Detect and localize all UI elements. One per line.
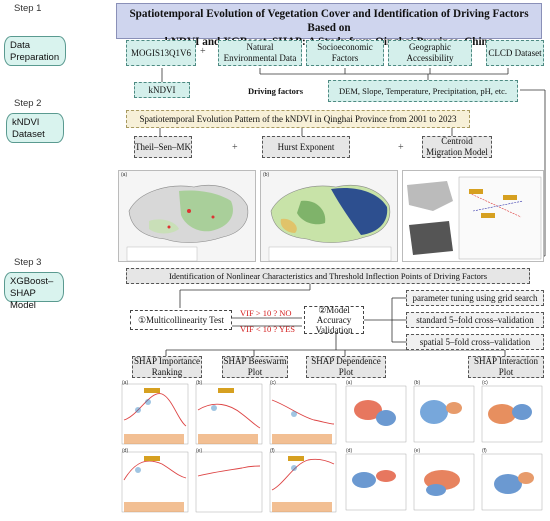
step3-banner-text: Identification of Nonlinear Characterist…: [168, 270, 488, 281]
dependence-plots-graphic: [121, 383, 337, 513]
natural-label: Natural Environmental Data: [223, 42, 297, 63]
step-1-label: Step 1: [14, 3, 42, 14]
centroid-panel: [402, 170, 544, 262]
plus-sign: +: [200, 46, 206, 57]
panel-letter: (d): [346, 448, 353, 454]
step-2-box: kNDVI Dataset: [6, 113, 64, 143]
shap-dependence-label: SHAP Dependence Plot: [311, 356, 381, 377]
shap-importance-box: SHAP Importance Ranking: [132, 356, 202, 378]
panel-letter: (f): [482, 448, 487, 454]
shap-interaction-box: SHAP Interaction Plot: [468, 356, 544, 378]
panel-letter: (b): [196, 380, 203, 386]
interaction-plots-graphic: [345, 385, 543, 511]
multicollinearity-box: ①Multicollinearity Test: [130, 310, 232, 330]
centroid-graphic: [407, 176, 542, 260]
panel-letter: (d): [122, 448, 129, 454]
trend-map-panel: (a): [118, 170, 256, 262]
socioeconomic-box: Socioeconomic Factors: [306, 40, 384, 66]
trend-map-graphic: [126, 184, 249, 262]
driving-factors-label: Driving factors: [248, 86, 304, 96]
geographic-accessibility-box: Geographic Accessibility: [388, 40, 472, 66]
shap-beeswarm-box: SHAP Beeswarm Plot: [222, 356, 288, 378]
shap-interaction-label: SHAP Interaction Plot: [474, 356, 538, 377]
driving-factors-box: DEM, Slope, Temperature, Precipitation, …: [328, 80, 518, 102]
spatial-cv-label: spatial 5–fold cross–validation: [419, 336, 531, 347]
model-validation-label: ②Model Accuracy Validation: [315, 305, 353, 335]
shap-beeswarm-label: SHAP Beeswarm Plot: [223, 356, 287, 377]
panel-letter: (e): [196, 448, 203, 454]
kndvi-label: kNDVI: [148, 84, 176, 95]
step-1-box: Data Preparation: [4, 36, 66, 66]
hurst-label: Hurst Exponent: [277, 141, 335, 152]
grid-search-label: parameter tuning using grid search: [412, 292, 538, 303]
panel-letter: (f): [270, 448, 275, 454]
driving-factors-value: DEM, Slope, Temperature, Precipitation, …: [338, 85, 508, 96]
shap-dependence-box: SHAP Dependence Plot: [306, 356, 386, 378]
centroid-label: Centroid Migration Model: [426, 136, 488, 157]
panel-letter: (a): [121, 172, 128, 178]
shap-importance-label: SHAP Importance Ranking: [134, 356, 200, 377]
interaction-plots: (a) (b) (c) (d) (e) (f): [342, 380, 546, 516]
plus-sign: +: [398, 142, 404, 153]
step2-banner: Spatiotemporal Evolution Pattern of the …: [126, 110, 470, 128]
model-validation-box: ②Model Accuracy Validation: [304, 305, 364, 335]
socio-label: Socioeconomic Factors: [317, 42, 373, 63]
step-3-name: XGBoost–SHAP Model: [10, 276, 54, 311]
step3-banner: Identification of Nonlinear Characterist…: [126, 268, 530, 284]
panel-letter: (a): [122, 380, 129, 386]
panel-letter: (a): [346, 380, 353, 386]
hurst-map-graphic: [268, 184, 392, 262]
standard-cv-box: standard 5–fold cross–validation: [406, 312, 544, 328]
step-3-box: XGBoost–SHAP Model: [4, 272, 64, 311]
step-3-label: Step 3: [14, 257, 42, 268]
spatial-cv-box: spatial 5–fold cross–validation: [406, 334, 544, 350]
grid-search-box: parameter tuning using grid search: [406, 290, 544, 306]
kndvi-box: kNDVI: [134, 82, 190, 98]
step-2-label: Step 2: [14, 98, 42, 109]
dependence-plots: (a) (b) (c) (d) (e) (f): [118, 380, 340, 516]
step2-banner-text: Spatiotemporal Evolution Pattern of the …: [139, 114, 457, 124]
clcd-box: CLCD Dataset: [486, 40, 544, 66]
theil-sen-box: Theil–Sen–MK: [134, 136, 192, 158]
clcd-label: CLCD Dataset: [488, 47, 542, 58]
plus-sign: +: [232, 142, 238, 153]
modis-label: MOGIS13Q1V6: [130, 47, 191, 58]
panel-letter: (b): [263, 172, 270, 178]
panel-letter: (b): [414, 380, 421, 386]
step-1-name: Data Preparation: [10, 40, 60, 63]
modis-box: MOGIS13Q1V6: [126, 40, 196, 66]
panel-letter: (e): [414, 448, 421, 454]
panel-letter: (c): [482, 380, 488, 386]
geo-label: Geographic Accessibility: [406, 42, 454, 63]
standard-cv-label: standard 5–fold cross–validation: [416, 314, 534, 325]
natural-environment-box: Natural Environmental Data: [218, 40, 302, 66]
theil-sen-label: Theil–Sen–MK: [135, 141, 191, 152]
page-title: Spatiotemporal Evolution of Vegetation C…: [116, 3, 542, 48]
step-2-name: kNDVI Dataset: [12, 117, 45, 140]
centroid-box: Centroid Migration Model: [422, 136, 492, 158]
multicollinearity-label: ①Multicollinearity Test: [137, 314, 224, 325]
hurst-map-panel: (b): [260, 170, 398, 262]
vif-no-label: VIF > 10 ? NO: [240, 308, 292, 318]
hurst-box: Hurst Exponent: [262, 136, 350, 158]
title-line-1: Spatiotemporal Evolution of Vegetation C…: [129, 8, 529, 34]
panel-letter: (c): [270, 380, 276, 386]
vif-yes-label: VIF < 10 ? YES: [240, 324, 296, 334]
